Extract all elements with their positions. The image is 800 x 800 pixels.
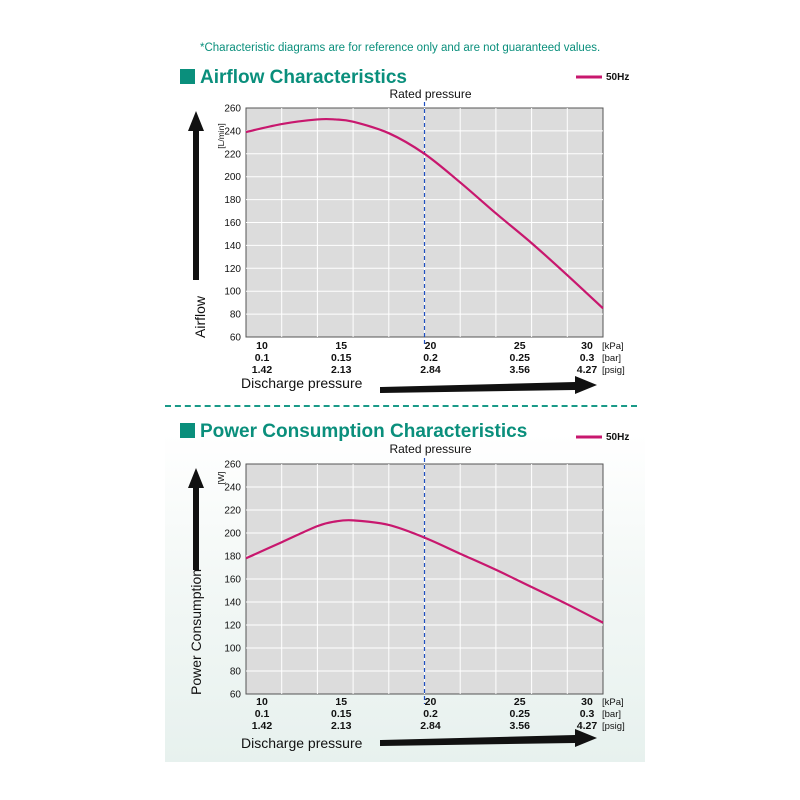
- x-tick-label: 1.42: [252, 720, 273, 732]
- x-tick-label: 25: [514, 696, 526, 708]
- x-tick-label: 15: [335, 696, 347, 708]
- y-tick-label: 60: [230, 690, 242, 701]
- series-line-1: [245, 117, 604, 310]
- x-tick-label: 30: [581, 340, 593, 352]
- chart-title: Power Consumption Characteristics: [200, 421, 527, 442]
- x-tick-label: 2.13: [331, 720, 352, 732]
- y-tick-label: 60: [230, 333, 242, 344]
- x-tick-label: 2.84: [420, 720, 441, 732]
- x-tick-label: 1.42: [252, 364, 273, 376]
- y-unit-label: [W]: [216, 472, 226, 485]
- x-tick-label: 20: [425, 340, 437, 352]
- y-tick-label: 200: [224, 529, 241, 540]
- x-unit-label: [kPa]: [602, 697, 624, 708]
- y-tick-label: 260: [224, 104, 241, 115]
- y-tick-label: 160: [224, 218, 241, 229]
- y-tick-label: 80: [230, 310, 242, 321]
- x-tick-label: 0.3: [580, 352, 595, 364]
- x-tick-label: 2.13: [331, 364, 352, 376]
- x-tick-label: 30: [581, 696, 593, 708]
- disclaimer-note: *Characteristic diagrams are for referen…: [200, 42, 601, 54]
- x-tick-label: 3.56: [510, 720, 531, 732]
- x-tick-label: 15: [335, 340, 347, 352]
- x-axis-label: Discharge pressure: [241, 375, 363, 391]
- y-tick-label: 100: [224, 644, 241, 655]
- y-tick-label: 180: [224, 195, 241, 206]
- x-tick-label: 0.2: [423, 708, 438, 720]
- y-tick-label: 120: [224, 264, 241, 275]
- y-tick-label: 240: [224, 483, 241, 494]
- y-tick-label: 220: [224, 149, 241, 160]
- y-tick-label: 100: [224, 287, 241, 298]
- x-unit-label: [kPa]: [602, 341, 624, 352]
- legend-label: 50Hz: [606, 72, 629, 83]
- x-tick-label: 10: [256, 696, 268, 708]
- y-tick-label: 240: [224, 126, 241, 137]
- chart-2: Power Consumption Characteristics 50Hz Rat…: [180, 421, 629, 751]
- series-line-1: [245, 519, 604, 624]
- y-tick-label: 260: [224, 460, 241, 471]
- x-tick-label: 2.84: [420, 364, 441, 376]
- x-tick-label: 0.15: [331, 708, 352, 720]
- x-tick-label: 25: [514, 340, 526, 352]
- y-tick-label: 140: [224, 598, 241, 609]
- y-tick-label: 120: [224, 621, 241, 632]
- x-axis-label: Discharge pressure: [241, 735, 363, 751]
- y-unit-label: [L/min]: [216, 123, 226, 149]
- x-tick-label: 0.3: [580, 708, 595, 720]
- chart-1: Airflow Characteristics 50Hz Rated pressur…: [180, 67, 629, 394]
- x-unit-label: [psig]: [602, 721, 625, 732]
- x-unit-label: [bar]: [602, 353, 621, 364]
- chart-title: Airflow Characteristics: [200, 67, 407, 88]
- rated-pressure-label: Rated pressure: [389, 442, 471, 456]
- rated-pressure-label: Rated pressure: [389, 87, 471, 101]
- y-tick-label: 140: [224, 241, 241, 252]
- y-axis-arrow-head: [188, 468, 204, 488]
- x-tick-label: 0.1: [255, 352, 270, 364]
- y-tick-label: 160: [224, 575, 241, 586]
- x-tick-label: 0.15: [331, 352, 352, 364]
- y-tick-label: 220: [224, 506, 241, 517]
- x-unit-label: [psig]: [602, 365, 625, 376]
- y-tick-label: 180: [224, 552, 241, 563]
- x-tick-label: 4.27: [577, 720, 598, 732]
- x-unit-label: [bar]: [602, 709, 621, 720]
- y-axis-label: Airflow: [192, 295, 208, 338]
- y-tick-label: 200: [224, 172, 241, 183]
- section-divider: [165, 405, 637, 407]
- x-tick-label: 3.56: [510, 364, 531, 376]
- title-marker: [180, 69, 195, 84]
- x-tick-label: 0.2: [423, 352, 438, 364]
- x-axis-arrow: [380, 729, 597, 747]
- x-tick-label: 0.1: [255, 708, 270, 720]
- x-tick-label: 20: [425, 696, 437, 708]
- x-tick-label: 10: [256, 340, 268, 352]
- x-axis-arrow: [380, 376, 597, 394]
- x-tick-label: 0.25: [510, 352, 531, 364]
- legend-label: 50Hz: [606, 432, 629, 443]
- x-tick-label: 0.25: [510, 708, 531, 720]
- x-tick-label: 4.27: [577, 364, 598, 376]
- y-tick-label: 80: [230, 667, 242, 678]
- y-axis-label: Power Consumption: [188, 569, 204, 695]
- y-axis-arrow-head: [188, 111, 204, 131]
- title-marker: [180, 423, 195, 438]
